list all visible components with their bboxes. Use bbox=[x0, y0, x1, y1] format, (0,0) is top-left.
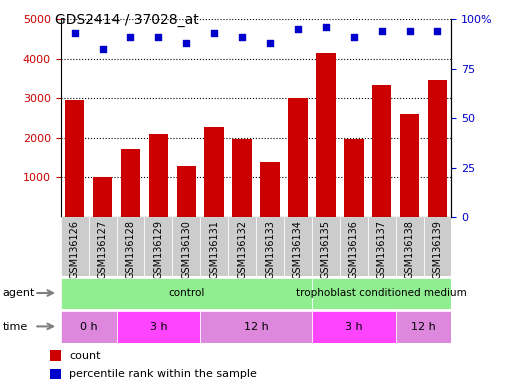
Text: GSM136130: GSM136130 bbox=[181, 220, 191, 279]
Point bbox=[266, 40, 274, 46]
Text: percentile rank within the sample: percentile rank within the sample bbox=[69, 369, 257, 379]
Text: GSM136129: GSM136129 bbox=[154, 220, 163, 279]
Point bbox=[350, 34, 358, 40]
Bar bbox=[423, 217, 451, 276]
Point bbox=[322, 24, 330, 30]
Bar bbox=[260, 162, 280, 217]
Text: GSM136126: GSM136126 bbox=[70, 220, 80, 279]
Text: 3 h: 3 h bbox=[345, 322, 363, 332]
Text: GSM136133: GSM136133 bbox=[265, 220, 275, 279]
Bar bbox=[428, 80, 447, 217]
Text: GSM136134: GSM136134 bbox=[293, 220, 303, 279]
Bar bbox=[65, 100, 84, 217]
Bar bbox=[400, 114, 419, 217]
Text: GSM136132: GSM136132 bbox=[237, 220, 247, 279]
Bar bbox=[89, 217, 117, 276]
Bar bbox=[172, 217, 200, 276]
Bar bbox=[117, 311, 200, 343]
Bar bbox=[50, 369, 61, 379]
Bar bbox=[204, 127, 224, 217]
Point bbox=[378, 28, 386, 34]
Bar bbox=[284, 217, 312, 276]
Bar bbox=[312, 311, 395, 343]
Bar bbox=[288, 98, 308, 217]
Bar bbox=[395, 311, 451, 343]
Bar bbox=[200, 311, 312, 343]
Bar bbox=[121, 149, 140, 217]
Bar bbox=[395, 217, 423, 276]
Bar bbox=[312, 278, 451, 309]
Text: GSM136137: GSM136137 bbox=[376, 220, 386, 279]
Point bbox=[70, 30, 79, 36]
Text: GSM136135: GSM136135 bbox=[321, 220, 331, 279]
Text: time: time bbox=[3, 322, 28, 332]
Text: GSM136128: GSM136128 bbox=[126, 220, 136, 279]
Point bbox=[238, 34, 247, 40]
Point bbox=[433, 28, 442, 34]
Text: trophoblast conditioned medium: trophoblast conditioned medium bbox=[296, 288, 467, 298]
Bar bbox=[372, 85, 391, 217]
Point bbox=[406, 28, 414, 34]
Text: GDS2414 / 37028_at: GDS2414 / 37028_at bbox=[55, 13, 199, 27]
Point bbox=[294, 26, 302, 32]
Text: 12 h: 12 h bbox=[244, 322, 268, 332]
Point bbox=[210, 30, 219, 36]
Text: 0 h: 0 h bbox=[80, 322, 98, 332]
Text: GSM136138: GSM136138 bbox=[404, 220, 414, 279]
Bar bbox=[61, 217, 89, 276]
Bar bbox=[367, 217, 395, 276]
Text: GSM136131: GSM136131 bbox=[209, 220, 219, 279]
Bar bbox=[50, 350, 61, 361]
Bar bbox=[200, 217, 228, 276]
Bar bbox=[61, 311, 117, 343]
Text: GSM136127: GSM136127 bbox=[98, 220, 108, 279]
Bar bbox=[145, 217, 172, 276]
Text: GSM136139: GSM136139 bbox=[432, 220, 442, 279]
Bar bbox=[312, 217, 340, 276]
Bar bbox=[256, 217, 284, 276]
Point bbox=[182, 40, 191, 46]
Text: agent: agent bbox=[3, 288, 35, 298]
Bar bbox=[232, 139, 252, 217]
Bar bbox=[61, 278, 312, 309]
Point bbox=[98, 46, 107, 52]
Bar bbox=[149, 134, 168, 217]
Bar bbox=[117, 217, 145, 276]
Text: control: control bbox=[168, 288, 204, 298]
Bar bbox=[340, 217, 367, 276]
Text: count: count bbox=[69, 351, 101, 361]
Text: 3 h: 3 h bbox=[149, 322, 167, 332]
Point bbox=[126, 34, 135, 40]
Point bbox=[154, 34, 163, 40]
Text: GSM136136: GSM136136 bbox=[349, 220, 359, 279]
Bar bbox=[93, 177, 112, 217]
Text: 12 h: 12 h bbox=[411, 322, 436, 332]
Bar bbox=[228, 217, 256, 276]
Bar bbox=[344, 139, 363, 217]
Bar bbox=[176, 166, 196, 217]
Bar bbox=[316, 53, 336, 217]
